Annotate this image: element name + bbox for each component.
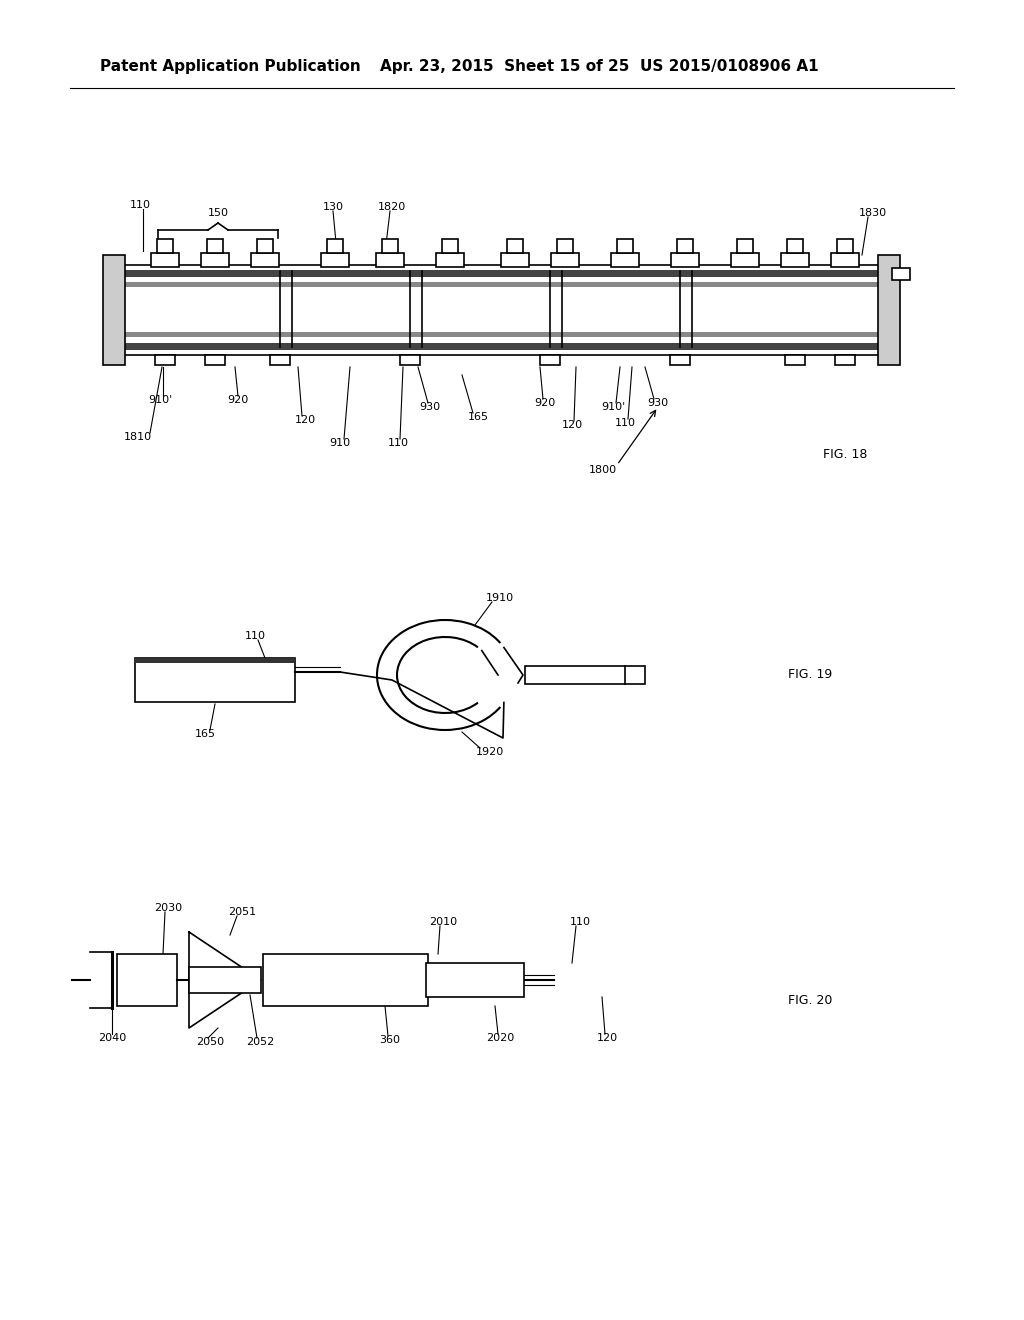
Bar bbox=[731, 253, 759, 267]
Text: 2030: 2030 bbox=[154, 903, 182, 913]
Bar bbox=[781, 253, 809, 267]
Bar bbox=[157, 239, 173, 253]
Bar bbox=[111, 333, 887, 337]
Text: 930: 930 bbox=[647, 399, 669, 408]
Bar bbox=[617, 239, 633, 253]
Text: FIG. 18: FIG. 18 bbox=[823, 449, 867, 462]
Bar bbox=[442, 239, 458, 253]
Bar bbox=[837, 239, 853, 253]
Bar bbox=[155, 355, 175, 366]
Bar bbox=[557, 239, 573, 253]
Bar bbox=[737, 239, 753, 253]
Text: 1800: 1800 bbox=[589, 465, 617, 475]
Bar bbox=[436, 253, 464, 267]
Bar bbox=[201, 253, 229, 267]
Bar bbox=[111, 271, 887, 277]
Text: FIG. 20: FIG. 20 bbox=[787, 994, 833, 1006]
Text: Apr. 23, 2015  Sheet 15 of 25: Apr. 23, 2015 Sheet 15 of 25 bbox=[380, 59, 630, 74]
Text: FIG. 19: FIG. 19 bbox=[787, 668, 833, 681]
Bar bbox=[540, 355, 560, 366]
Text: Patent Application Publication: Patent Application Publication bbox=[100, 59, 360, 74]
Text: US 2015/0108906 A1: US 2015/0108906 A1 bbox=[640, 59, 818, 74]
Bar bbox=[878, 255, 900, 366]
Text: 130: 130 bbox=[323, 202, 343, 213]
Text: 165: 165 bbox=[195, 729, 215, 739]
Bar bbox=[207, 239, 223, 253]
Bar bbox=[321, 253, 349, 267]
Bar bbox=[400, 355, 420, 366]
Text: 110: 110 bbox=[614, 418, 636, 428]
Bar bbox=[327, 239, 343, 253]
Bar bbox=[117, 954, 177, 1006]
Bar bbox=[787, 239, 803, 253]
Text: 110: 110 bbox=[387, 438, 409, 447]
Bar bbox=[611, 253, 639, 267]
Bar bbox=[135, 657, 295, 663]
Bar bbox=[257, 239, 273, 253]
Bar bbox=[263, 954, 428, 1006]
Bar bbox=[677, 239, 693, 253]
Bar bbox=[103, 255, 125, 366]
Bar bbox=[376, 253, 404, 267]
Bar bbox=[501, 253, 529, 267]
Bar bbox=[785, 355, 805, 366]
Text: 360: 360 bbox=[380, 1035, 400, 1045]
Bar bbox=[892, 268, 910, 280]
Bar bbox=[525, 667, 645, 684]
Text: 910': 910' bbox=[601, 403, 625, 412]
Text: 120: 120 bbox=[596, 1034, 617, 1043]
Bar bbox=[111, 282, 887, 286]
Text: 2050: 2050 bbox=[196, 1038, 224, 1047]
Text: 165: 165 bbox=[468, 412, 488, 422]
Bar bbox=[108, 265, 890, 355]
Bar bbox=[831, 253, 859, 267]
Text: 910': 910' bbox=[147, 395, 172, 405]
Bar bbox=[426, 964, 524, 997]
Bar bbox=[135, 657, 295, 702]
Text: 150: 150 bbox=[208, 209, 228, 218]
Bar bbox=[205, 355, 225, 366]
Bar bbox=[111, 343, 887, 350]
Text: 110: 110 bbox=[129, 201, 151, 210]
Text: 910: 910 bbox=[330, 438, 350, 447]
Bar bbox=[382, 239, 398, 253]
Text: 110: 110 bbox=[569, 917, 591, 927]
Text: 120: 120 bbox=[295, 414, 315, 425]
Bar bbox=[671, 253, 699, 267]
Bar bbox=[835, 355, 855, 366]
Text: 920: 920 bbox=[535, 399, 556, 408]
Text: 920: 920 bbox=[227, 395, 249, 405]
Bar bbox=[270, 355, 290, 366]
Text: 2052: 2052 bbox=[246, 1038, 274, 1047]
Text: 1820: 1820 bbox=[378, 202, 407, 213]
Bar bbox=[151, 253, 179, 267]
Text: 2040: 2040 bbox=[98, 1034, 126, 1043]
Text: 110: 110 bbox=[245, 631, 265, 642]
Text: 1920: 1920 bbox=[476, 747, 504, 756]
Bar bbox=[670, 355, 690, 366]
Text: 1910: 1910 bbox=[486, 593, 514, 603]
Bar bbox=[551, 253, 579, 267]
Text: 1810: 1810 bbox=[124, 432, 152, 442]
Text: 2010: 2010 bbox=[429, 917, 457, 927]
Text: 930: 930 bbox=[420, 403, 440, 412]
Text: 120: 120 bbox=[561, 420, 583, 430]
Text: 2051: 2051 bbox=[228, 907, 256, 917]
Bar bbox=[189, 968, 261, 993]
Bar bbox=[507, 239, 523, 253]
Text: 2020: 2020 bbox=[485, 1034, 514, 1043]
Text: 1830: 1830 bbox=[859, 209, 887, 218]
Bar bbox=[251, 253, 279, 267]
